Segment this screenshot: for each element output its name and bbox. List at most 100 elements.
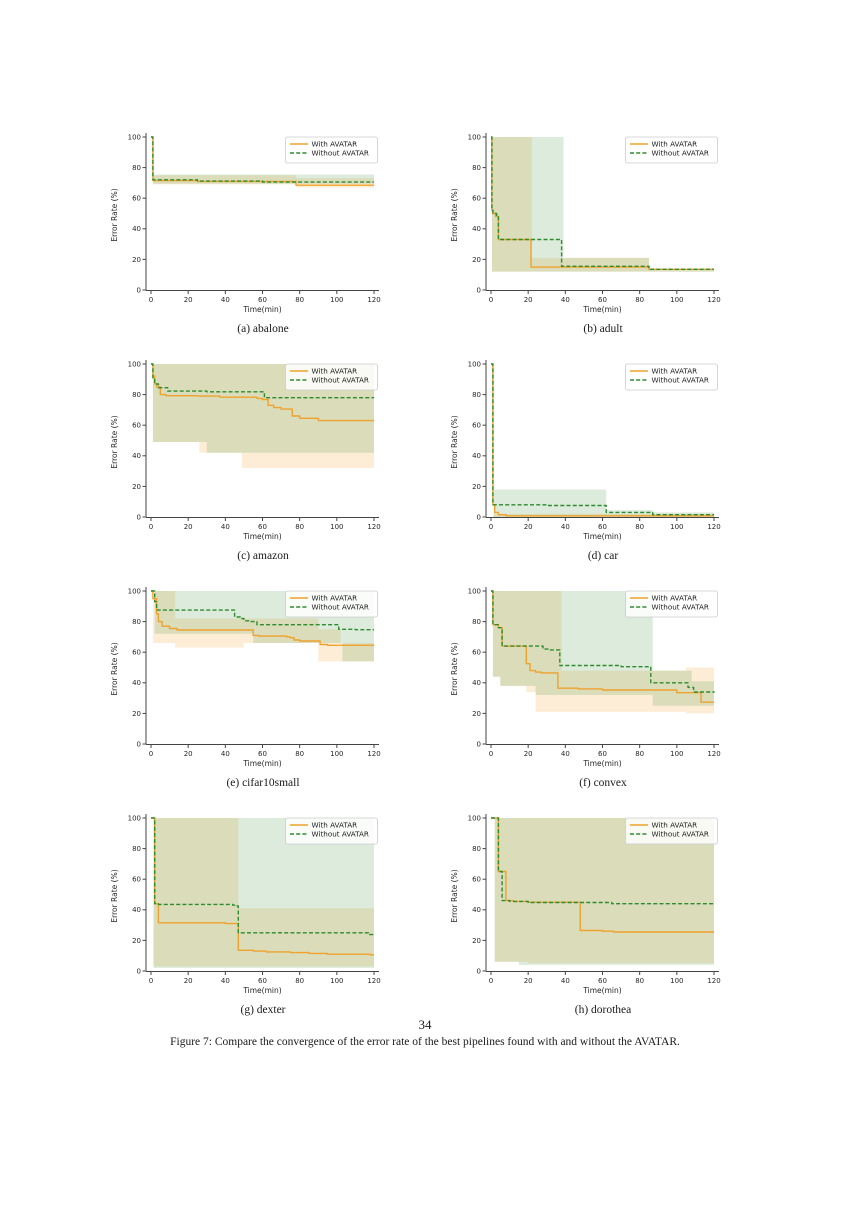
svg-text:80: 80 [635,523,644,531]
svg-text:80: 80 [132,391,141,399]
subplot-caption-dexter: (g) dexter [240,1004,286,1016]
chart-abalone-canvas: 0 20 40 60 80 100 0 20 40 60 80 100 120 Time(min) Erro… [110,133,381,314]
svg-text:80: 80 [132,618,141,626]
subplot-caption-abalone: (a) abalone [237,323,289,335]
svg-text:Error Rate (%): Error Rate (%) [450,188,459,241]
svg-text:With AVATAR: With AVATAR [312,139,358,148]
svg-text:100: 100 [468,133,481,141]
svg-text:20: 20 [132,483,141,491]
svg-text:Time(min): Time(min) [242,305,281,314]
svg-text:60: 60 [132,422,141,430]
svg-text:0: 0 [137,740,141,748]
svg-text:0: 0 [489,977,493,985]
svg-text:Error Rate (%): Error Rate (%) [450,869,459,922]
svg-text:100: 100 [670,977,683,985]
svg-text:80: 80 [295,523,304,531]
svg-text:0: 0 [489,523,493,531]
svg-text:120: 120 [707,977,720,985]
svg-text:40: 40 [472,679,481,687]
svg-text:80: 80 [635,296,644,304]
svg-text:60: 60 [258,750,267,758]
svg-text:120: 120 [367,523,380,531]
svg-text:Error Rate (%): Error Rate (%) [450,642,459,695]
svg-text:80: 80 [472,845,481,853]
svg-text:80: 80 [472,618,481,626]
svg-text:Without AVATAR: Without AVATAR [652,829,709,838]
svg-text:60: 60 [472,422,481,430]
subplot-amazon: 0 20 40 60 80 100 0 20 40 60 80 100 120 Time(min) Erro… [103,358,423,585]
svg-text:20: 20 [472,256,481,264]
svg-text:40: 40 [132,906,141,914]
svg-text:100: 100 [670,750,683,758]
svg-text:80: 80 [472,164,481,172]
svg-text:100: 100 [330,977,343,985]
svg-text:0: 0 [477,740,481,748]
svg-text:60: 60 [598,750,607,758]
svg-text:40: 40 [561,750,570,758]
svg-text:Time(min): Time(min) [242,759,281,768]
svg-text:With AVATAR: With AVATAR [652,366,698,375]
svg-text:20: 20 [184,977,193,985]
subplot-caption-cifar10small: (e) cifar10small [226,777,300,789]
svg-text:Error Rate (%): Error Rate (%) [110,415,119,468]
chart-convex-canvas: 0 20 40 60 80 100 0 20 40 60 80 100 120 Time(min) Erro… [450,587,721,768]
svg-text:60: 60 [598,977,607,985]
svg-text:0: 0 [137,967,141,975]
chart-cifar10small-canvas: 0 20 40 60 80 100 0 20 40 60 80 100 120 Time(min) Erro… [110,587,381,768]
svg-text:40: 40 [561,523,570,531]
svg-text:With AVATAR: With AVATAR [652,593,698,602]
svg-text:Time(min): Time(min) [582,986,621,995]
subplot-abalone: 0 20 40 60 80 100 0 20 40 60 80 100 120 Time(min) Erro… [103,131,423,358]
svg-text:100: 100 [330,296,343,304]
svg-text:40: 40 [221,750,230,758]
svg-text:60: 60 [132,876,141,884]
svg-text:60: 60 [472,649,481,657]
chart-dexter-canvas: 0 20 40 60 80 100 0 20 40 60 80 100 120 Time(min) Erro… [110,814,381,995]
subplot-car: 0 20 40 60 80 100 0 20 40 60 80 100 120 Time(min) Erro… [443,358,763,585]
page-number: 34 [418,1017,432,1032]
svg-text:120: 120 [707,750,720,758]
chart-car-canvas: 0 20 40 60 80 100 0 20 40 60 80 100 120 Time(min) Erro… [450,360,721,541]
svg-text:80: 80 [295,977,304,985]
svg-text:80: 80 [472,391,481,399]
svg-text:40: 40 [472,906,481,914]
subplot-dorothea: 0 20 40 60 80 100 0 20 40 60 80 100 120 Time(min) Erro… [443,812,763,1039]
svg-text:100: 100 [128,587,141,595]
svg-text:60: 60 [598,523,607,531]
subplot-caption-car: (d) car [587,550,619,562]
svg-text:80: 80 [295,750,304,758]
svg-text:100: 100 [468,587,481,595]
svg-text:0: 0 [137,513,141,521]
svg-text:20: 20 [184,296,193,304]
svg-text:0: 0 [477,967,481,975]
svg-text:40: 40 [561,977,570,985]
svg-text:40: 40 [132,452,141,460]
svg-text:80: 80 [132,164,141,172]
subplot-caption-adult: (b) adult [583,323,623,335]
svg-text:0: 0 [489,296,493,304]
svg-text:20: 20 [132,256,141,264]
svg-text:20: 20 [524,750,533,758]
svg-text:40: 40 [132,225,141,233]
svg-text:0: 0 [477,513,481,521]
svg-text:60: 60 [258,296,267,304]
svg-text:Error Rate (%): Error Rate (%) [450,415,459,468]
svg-text:20: 20 [132,710,141,718]
svg-text:40: 40 [221,523,230,531]
svg-text:40: 40 [221,296,230,304]
svg-text:100: 100 [128,814,141,822]
svg-text:80: 80 [635,977,644,985]
svg-text:20: 20 [132,937,141,945]
svg-text:Time(min): Time(min) [582,532,621,541]
figure-caption: Figure 7: Compare the convergence of the… [170,1036,680,1048]
svg-text:20: 20 [524,296,533,304]
svg-text:20: 20 [472,483,481,491]
svg-text:0: 0 [149,523,153,531]
subplot-cifar10small: 0 20 40 60 80 100 0 20 40 60 80 100 120 Time(min) Erro… [103,585,423,812]
svg-text:Time(min): Time(min) [582,759,621,768]
svg-text:100: 100 [468,814,481,822]
svg-text:With AVATAR: With AVATAR [312,820,358,829]
svg-text:Error Rate (%): Error Rate (%) [110,869,119,922]
svg-text:20: 20 [184,750,193,758]
svg-text:Error Rate (%): Error Rate (%) [110,188,119,241]
